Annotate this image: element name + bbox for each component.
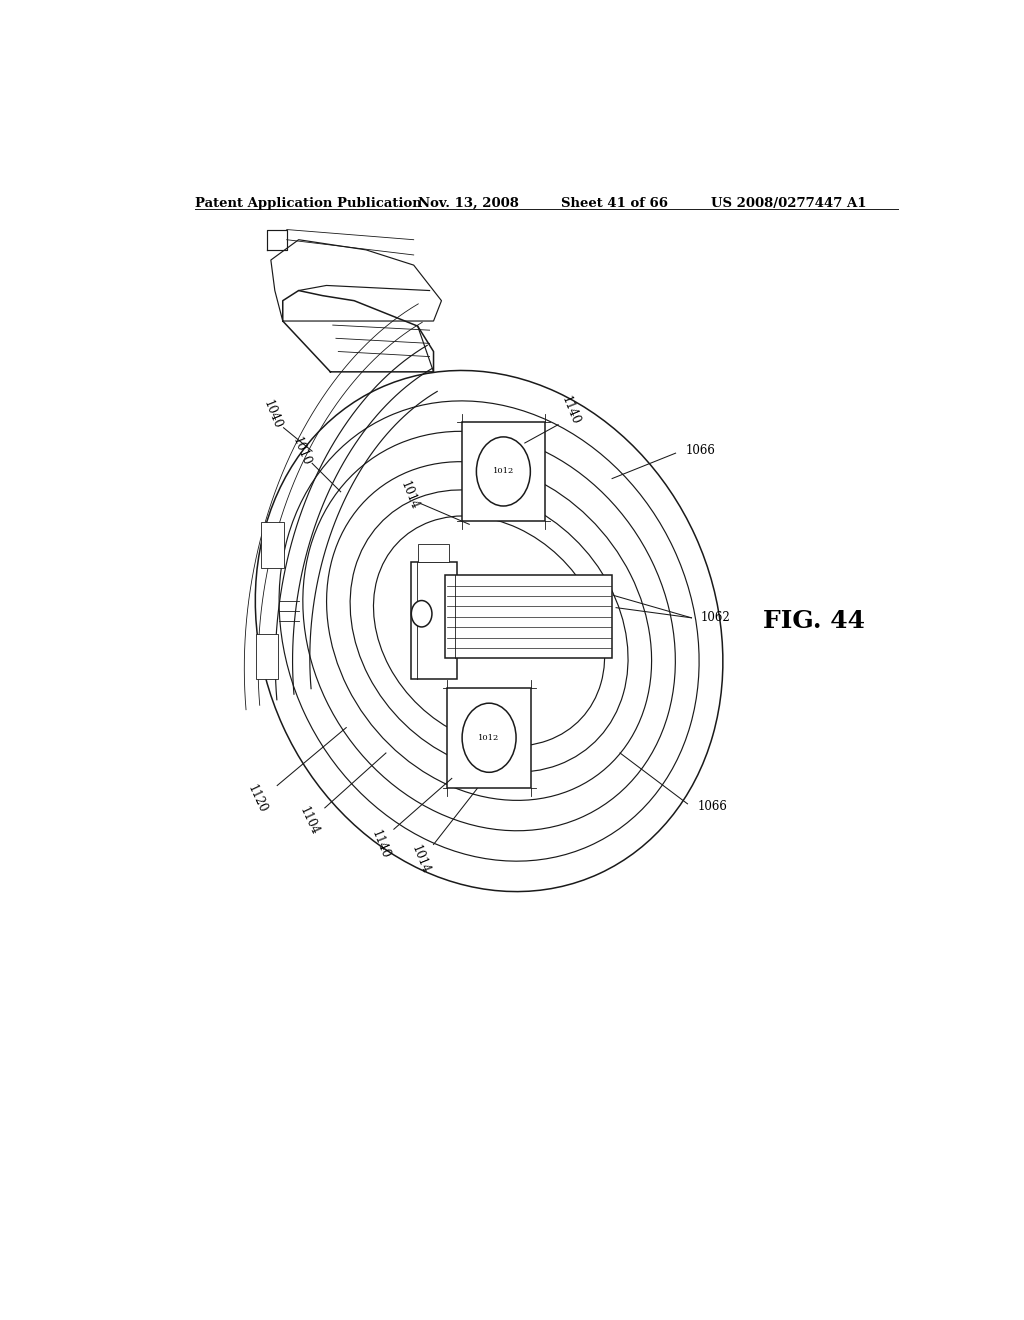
Text: 1012: 1012: [493, 467, 514, 475]
Circle shape: [476, 437, 530, 506]
Text: 1140: 1140: [559, 395, 583, 426]
Text: 1140: 1140: [369, 828, 392, 861]
Bar: [445, 576, 612, 659]
Text: 1062: 1062: [701, 611, 731, 624]
Text: Sheet 41 of 66: Sheet 41 of 66: [560, 197, 668, 210]
Text: 1066: 1066: [686, 444, 716, 457]
Text: 1012: 1012: [478, 734, 500, 742]
Ellipse shape: [303, 432, 676, 830]
Circle shape: [412, 601, 432, 627]
Text: FIG. 44: FIG. 44: [763, 609, 865, 632]
Ellipse shape: [327, 462, 651, 800]
Ellipse shape: [255, 371, 723, 891]
Ellipse shape: [374, 516, 605, 746]
Text: 1010: 1010: [290, 434, 312, 467]
Bar: [256, 634, 278, 680]
Text: 1104: 1104: [297, 805, 322, 837]
Circle shape: [462, 704, 516, 772]
Bar: [462, 421, 545, 521]
Ellipse shape: [350, 490, 628, 772]
Text: US 2008/0277447 A1: US 2008/0277447 A1: [712, 197, 866, 210]
Bar: [411, 562, 457, 680]
Bar: [447, 688, 530, 788]
Bar: [261, 521, 284, 568]
Text: 1014: 1014: [409, 843, 432, 876]
Text: 1066: 1066: [697, 800, 728, 813]
Text: Nov. 13, 2008: Nov. 13, 2008: [418, 197, 518, 210]
Text: 1120: 1120: [245, 783, 269, 814]
Text: Patent Application Publication: Patent Application Publication: [196, 197, 422, 210]
Text: 1040: 1040: [261, 399, 284, 430]
Bar: [418, 544, 450, 562]
Text: 1014: 1014: [398, 479, 421, 512]
Ellipse shape: [280, 401, 699, 861]
